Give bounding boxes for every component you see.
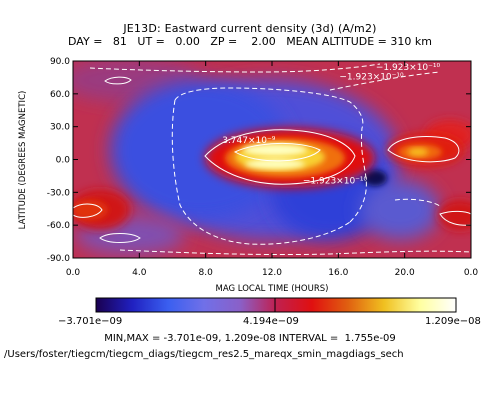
contour-line <box>89 63 381 73</box>
contour-line <box>439 210 471 226</box>
x-tick-label: 16.0 <box>328 268 348 278</box>
contour-line <box>174 87 364 129</box>
contour-label: 3.747×10⁻⁹ <box>222 136 276 146</box>
colorbar <box>95 297 457 313</box>
y-tick-label: -30.0 <box>47 188 71 198</box>
contour-label: −1.923×10⁻¹⁰ <box>339 73 404 83</box>
contour-line <box>73 203 103 218</box>
x-tick-label: 0.0 <box>66 268 81 278</box>
contour-line <box>171 99 351 245</box>
y-tick-label: 90.0 <box>50 57 70 67</box>
x-tick-label: 12.0 <box>262 268 282 278</box>
minmax-interval: MIN,MAX = -3.701e-09, 1.209e-08 INTERVAL… <box>104 333 396 344</box>
axes: 0.0 4.0 8.0 12.0 16.0 20.0 0.0 90.060.030.00.0… <box>18 57 478 294</box>
plot-title: JE13D: Eastward current density (3d) (A/… <box>123 22 377 35</box>
y-tick-label: 0.0 <box>56 156 71 166</box>
contour-line <box>387 136 460 163</box>
y-axis-label: LATITUDE (DEGREES MAGNETIC) <box>18 91 28 230</box>
plot-subtitle: DAY = 81 UT = 0.00 ZP = 2.00 MEAN ALTITU… <box>68 35 432 48</box>
colorbar-gradient <box>95 297 457 313</box>
y-tick-label: 30.0 <box>50 123 70 133</box>
x-tick-label: 4.0 <box>132 268 147 278</box>
contour-line <box>119 249 471 256</box>
x-tick-label: 20.0 <box>395 268 415 278</box>
x-axis-label: MAG LOCAL TIME (HOURS) <box>216 284 329 294</box>
heatmap <box>73 61 471 258</box>
contour-line <box>233 143 321 162</box>
contour-line <box>394 198 441 207</box>
contour-line <box>104 76 132 85</box>
contour-line <box>329 71 441 91</box>
y-ticks: 90.0 60.0 30.0 0.0 -30.0 -60.0 -90.0 <box>47 57 471 264</box>
y-tick-label: -90.0 <box>47 254 71 264</box>
colorbar-max-label: 1.209e−08 <box>425 316 481 327</box>
x-tick-label: 0.0 <box>464 268 479 278</box>
contour-line <box>349 127 367 223</box>
contour-lines <box>73 63 471 256</box>
colorbar-mid-label: 4.194e−09 <box>243 316 299 327</box>
colorbar-min-label: −3.701e−09 <box>58 316 123 327</box>
y-tick-label: -60.0 <box>47 221 71 231</box>
contour-labels: −1.923×10⁻¹⁰−1.923×10⁻¹⁰−1.923×10⁻¹⁰3.74… <box>222 63 440 187</box>
file-path: /Users/foster/tiegcm/tiegcm_diags/tiegcm… <box>4 349 404 360</box>
contour-label: −1.923×10⁻¹⁰ <box>376 63 441 73</box>
contour-line <box>204 129 356 185</box>
contour-line <box>99 233 141 243</box>
contour-label: −1.923×10⁻¹⁰ <box>303 177 368 187</box>
y-tick-label: 60.0 <box>50 90 70 100</box>
x-ticks: 0.0 4.0 8.0 12.0 16.0 20.0 0.0 <box>66 61 479 278</box>
x-tick-label: 8.0 <box>199 268 214 278</box>
